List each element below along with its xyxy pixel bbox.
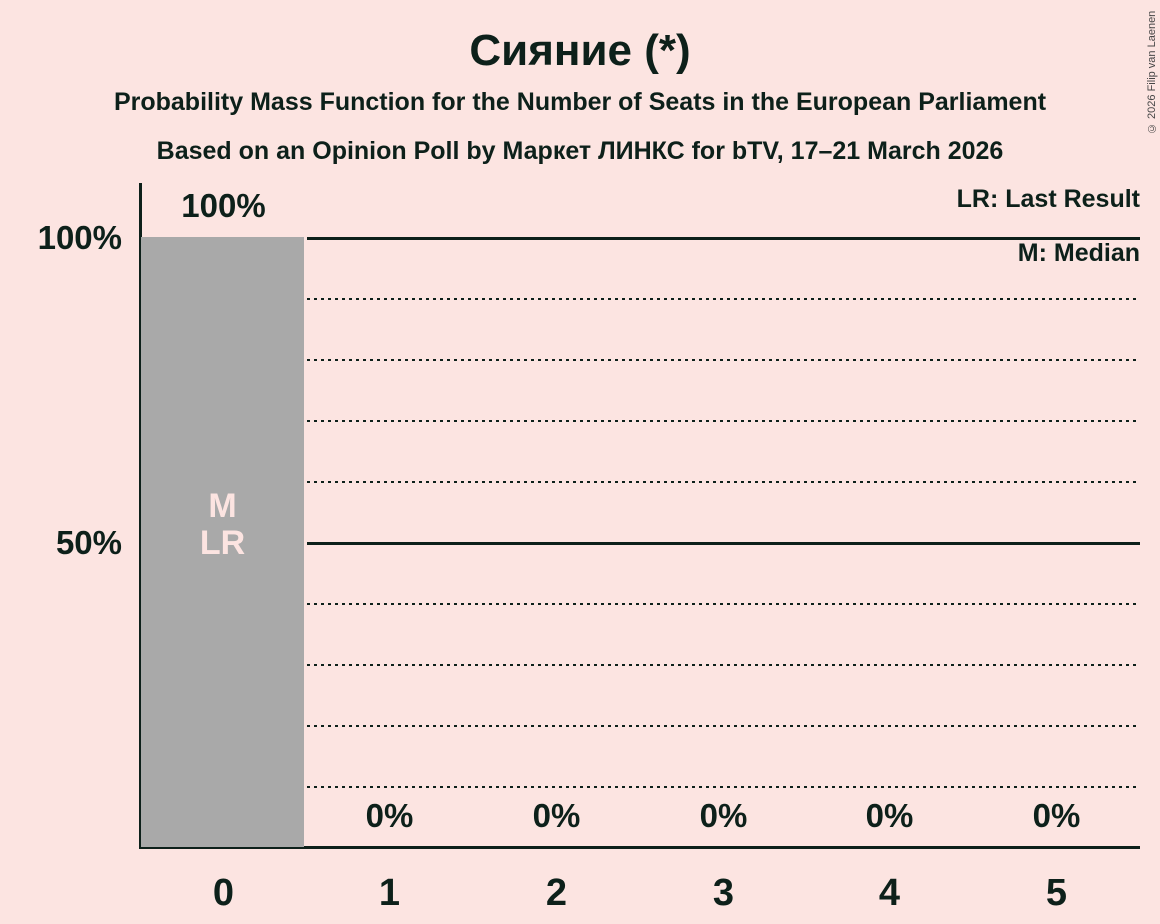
gridline-70pct (307, 420, 1140, 422)
median-marker: M (208, 487, 237, 525)
bar-0-annotations: M LR (141, 488, 304, 562)
y-tick-50: 50% (55, 524, 122, 561)
x-tick-seat-0: 0 (212, 872, 235, 914)
y-axis-line (139, 183, 142, 849)
gridline-90pct (307, 298, 1140, 300)
gridline-100pct (307, 237, 1140, 240)
value-label-seat-4: 0% (865, 797, 914, 834)
x-tick-seat-4: 4 (878, 872, 901, 914)
gridline-30pct (307, 664, 1140, 666)
legend-last-result: LR: Last Result (956, 185, 1140, 213)
value-label-seat-0: 100% (181, 187, 266, 224)
value-label-seat-2: 0% (532, 797, 581, 834)
bar-seat-0 (141, 237, 304, 847)
gridline-10pct (307, 786, 1140, 788)
gridline-50pct (307, 542, 1140, 545)
chart-title: Сияние (*) (469, 26, 691, 75)
value-label-seat-1: 0% (365, 797, 414, 834)
value-label-seat-5: 0% (1032, 797, 1081, 834)
gridline-20pct (307, 725, 1140, 727)
value-label-seat-3: 0% (699, 797, 748, 834)
gridline-60pct (307, 481, 1140, 483)
x-tick-seat-2: 2 (545, 872, 568, 914)
y-tick-100: 100% (37, 219, 122, 256)
last-result-marker: LR (199, 524, 246, 562)
chart-subtitle-line1: Probability Mass Function for the Number… (113, 88, 1047, 116)
x-tick-seat-1: 1 (378, 872, 401, 914)
legend-median: M: Median (1017, 239, 1140, 267)
x-tick-seat-3: 3 (712, 872, 735, 914)
copyright-notice: © 2026 Filip van Laenen (1146, 10, 1158, 134)
chart-subtitle-line2: Based on an Opinion Poll by Маркет ЛИНКС… (156, 137, 1004, 165)
x-axis-line (139, 846, 1140, 849)
gridline-80pct (307, 359, 1140, 361)
x-tick-seat-5: 5 (1045, 872, 1068, 914)
gridline-40pct (307, 603, 1140, 605)
